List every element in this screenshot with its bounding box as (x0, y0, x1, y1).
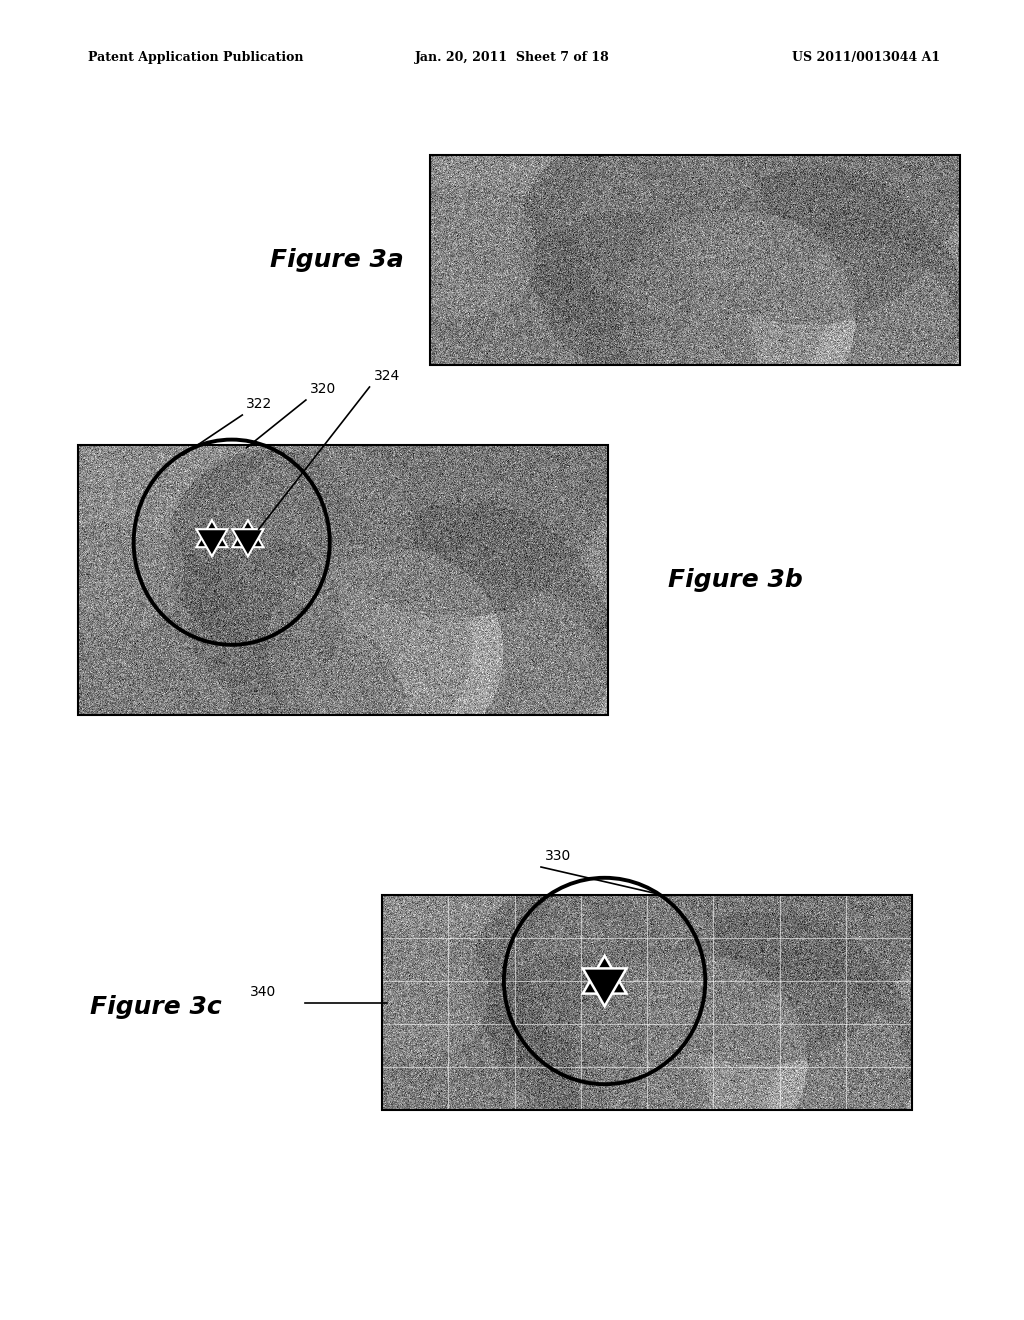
Bar (382, 895, 912, 1110)
Polygon shape (197, 520, 227, 548)
Bar (78, 445, 608, 715)
Text: 340: 340 (250, 985, 276, 998)
Text: US 2011/0013044 A1: US 2011/0013044 A1 (792, 51, 940, 65)
Text: 330: 330 (545, 849, 571, 863)
Text: 320: 320 (310, 381, 336, 396)
Text: Figure 3b: Figure 3b (668, 568, 803, 591)
Polygon shape (232, 529, 263, 556)
Text: 322: 322 (247, 397, 272, 411)
Text: Jan. 20, 2011  Sheet 7 of 18: Jan. 20, 2011 Sheet 7 of 18 (415, 51, 609, 65)
Polygon shape (232, 520, 263, 548)
Polygon shape (583, 956, 627, 994)
Text: Patent Application Publication: Patent Application Publication (88, 51, 303, 65)
Text: Figure 3c: Figure 3c (90, 995, 222, 1019)
Polygon shape (583, 969, 627, 1006)
Bar (430, 154, 961, 366)
Text: Figure 3a: Figure 3a (270, 248, 403, 272)
Text: 324: 324 (374, 370, 399, 383)
Polygon shape (197, 529, 227, 556)
